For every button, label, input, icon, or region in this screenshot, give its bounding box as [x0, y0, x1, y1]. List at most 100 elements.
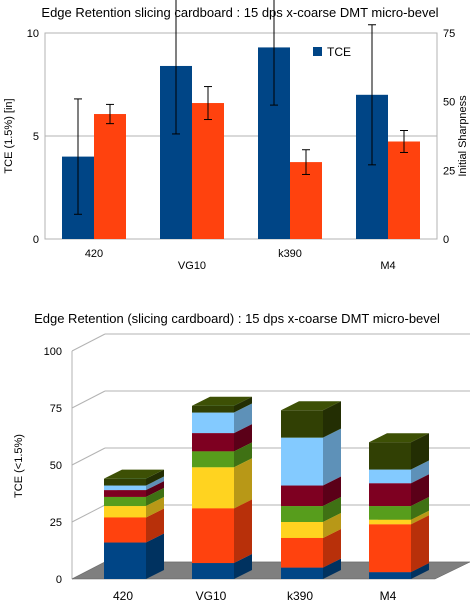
chart1-y2-axis-label: Initial Sharpness — [457, 95, 469, 177]
chart2-bar-side — [146, 533, 164, 579]
chart1-y2-tick-label: 50 — [443, 97, 455, 109]
chart2-bar-front — [192, 433, 234, 452]
chart2-bar-front — [104, 542, 146, 579]
chart2-x-tick-label: 420 — [113, 589, 133, 603]
chart2-bar-front — [281, 410, 323, 438]
chart1-title: Edge Retention slicing cardboard : 15 dp… — [41, 5, 438, 20]
chart2-bar-top — [192, 396, 252, 406]
chart2-bar-side — [323, 401, 341, 438]
chart2-bar-front — [104, 485, 146, 491]
chart2-bar-front — [192, 405, 234, 413]
chart2-bar-side — [411, 474, 429, 507]
chart1-x-tick-label: k390 — [278, 248, 302, 260]
chart2-bar-side — [146, 476, 164, 491]
chart2-bar-front — [281, 506, 323, 522]
chart2-bar-top — [281, 401, 341, 411]
chart2-bar-front — [369, 572, 411, 579]
chart2-bar-side — [411, 460, 429, 484]
chart1-y2-tick-label: 0 — [443, 234, 449, 246]
chart1-bars — [62, 47, 420, 240]
chart2-bar-segment — [192, 396, 252, 413]
chart2-gridline-side — [71, 333, 106, 352]
chart1-tick-labels: 0 5 10 0 25 50 75 420 VG10 k390 M4 — [27, 28, 456, 272]
chart1-legend: TCE — [313, 45, 351, 59]
chart2-bar-side — [234, 424, 252, 452]
chart2-bar-front — [281, 437, 323, 486]
chart2-bar-side — [411, 563, 429, 579]
chart2-bar-front — [281, 485, 323, 507]
chart1-bar — [94, 114, 126, 239]
chart2-bar-front — [369, 506, 411, 520]
chart2-bar-front — [104, 517, 146, 543]
chart1-x-tick-label: VG10 — [178, 260, 206, 272]
chart2-bar-side — [234, 458, 252, 509]
chart2-bar-front — [281, 567, 323, 579]
chart2-x-tick-label: VG10 — [196, 589, 227, 603]
chart1-bar — [388, 141, 420, 239]
chart2-bar-front — [369, 469, 411, 484]
chart2-y-tick-label: 75 — [50, 403, 62, 415]
chart2-bar-side — [234, 442, 252, 468]
chart1-bar — [192, 103, 224, 239]
chart1-y-tick-label: 10 — [27, 28, 39, 40]
chart2-bar-front — [192, 412, 234, 434]
chart2-bar-top — [369, 433, 429, 443]
legend-swatch-tce — [313, 47, 322, 56]
chart2-gridline-side — [71, 390, 106, 409]
chart2-y-axis-label: TCE (<1.5%) — [13, 434, 25, 498]
chart2-bar-side — [323, 513, 341, 538]
chart2-bar-side — [234, 499, 252, 564]
chart2-bar-segment — [192, 499, 252, 564]
chart2-bar-side — [323, 558, 341, 579]
chart2-bar-side — [323, 428, 341, 486]
chart2-y-tick-label: 50 — [50, 460, 62, 472]
chart1-x-tick-label: 420 — [85, 248, 103, 260]
chart2-y-tick-label: 25 — [50, 517, 62, 529]
chart2-bar-side — [323, 528, 341, 568]
chart1-y2-tick-label: 75 — [443, 28, 455, 40]
chart2-title: Edge Retention (slicing cardboard) : 15 … — [34, 311, 440, 326]
chart2-bar-front — [369, 519, 411, 525]
chart2-bar-front — [369, 483, 411, 507]
chart1-y-tick-label: 0 — [33, 234, 39, 246]
chart2-bar-front — [369, 442, 411, 470]
chart2-bar-side — [234, 554, 252, 579]
chart2-bar-segment — [281, 401, 341, 438]
chart2-gridline-side — [71, 447, 106, 466]
chart2-bar-top — [104, 469, 164, 479]
chart2-bar-side — [323, 497, 341, 522]
chart2-bar-segment — [104, 469, 164, 486]
chart2-bar-side — [323, 476, 341, 507]
chart2-bar-front — [281, 522, 323, 538]
chart2-bar-front — [192, 451, 234, 468]
chart2-tick-labels: 0 25 50 75 100 420 VG10 k390 M4 — [44, 346, 397, 603]
chart2-gridline-side — [71, 504, 106, 523]
chart2-bar-front — [192, 508, 234, 564]
chart2-bar-front — [192, 467, 234, 509]
chart2-bar-front — [104, 478, 146, 486]
chart2-bar-side — [411, 510, 429, 525]
tce-sharpness-chart: Edge Retention slicing cardboard : 15 dp… — [3, 0, 469, 272]
chart2-bar-side — [411, 515, 429, 573]
legend-label-tce: TCE — [327, 45, 351, 59]
chart2-bar-side — [234, 396, 252, 413]
chart2-bar-front — [192, 563, 234, 579]
chart2-bar-front — [104, 506, 146, 518]
chart2-bar-front — [104, 496, 146, 507]
chart2-bar-front — [369, 524, 411, 573]
chart1-y2-tick-label: 25 — [443, 165, 455, 177]
chart2-x-tick-label: M4 — [380, 589, 397, 603]
chart2-bar-front — [104, 490, 146, 497]
chart2-bar-side — [146, 497, 164, 518]
chart2-bar-side — [146, 481, 164, 497]
chart2-bar-side — [411, 497, 429, 520]
chart2-bar-side — [146, 508, 164, 543]
chart1-error-bars — [74, 0, 408, 215]
chart1-y-tick-label: 5 — [33, 131, 39, 143]
chart1-y-axis-label: TCE (1.5%) [in] — [3, 98, 15, 173]
chart2-bar-segment — [369, 433, 429, 470]
chart2-bar-side — [234, 403, 252, 434]
chart2-bar-side — [411, 433, 429, 470]
chart1-x-tick-label: M4 — [380, 260, 395, 272]
